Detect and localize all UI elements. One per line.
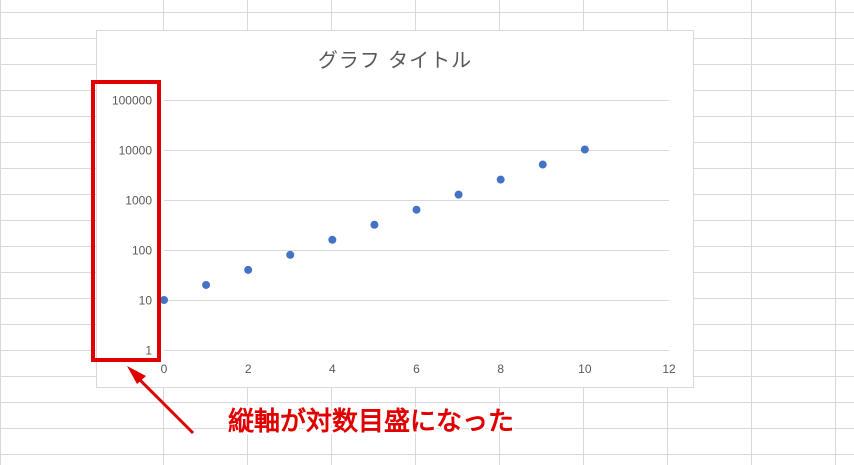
- y-tick-label: 1000: [125, 194, 152, 208]
- data-points: [160, 145, 589, 304]
- data-point[interactable]: [328, 235, 337, 244]
- data-point[interactable]: [538, 160, 547, 169]
- data-point[interactable]: [286, 250, 295, 259]
- x-axis-ticks: 0 2 4 6 8 10 12: [161, 362, 676, 376]
- y-tick-label: 100000: [112, 94, 152, 108]
- x-tick-label: 2: [245, 362, 252, 376]
- y-tick-label: 1: [145, 344, 152, 358]
- y-axis-ticks: 1 10 100 1000 10000 100000: [112, 94, 152, 358]
- annotation-arrow: [127, 366, 195, 435]
- annotation-text: 縦軸が対数目盛になった: [228, 407, 515, 437]
- data-point[interactable]: [160, 296, 168, 304]
- chart-area[interactable]: [96, 30, 694, 388]
- y-tick-label: 10000: [119, 144, 153, 158]
- x-tick-label: 0: [161, 362, 168, 376]
- data-point[interactable]: [496, 175, 505, 184]
- chart-title[interactable]: グラフ タイトル: [317, 48, 473, 72]
- data-point[interactable]: [580, 145, 589, 154]
- plot-gridlines: [164, 100, 669, 351]
- data-point[interactable]: [370, 220, 379, 229]
- y-tick-label: 10: [139, 294, 153, 308]
- x-tick-label: 12: [662, 362, 676, 376]
- axis-highlight-box: [91, 80, 161, 362]
- y-tick-label: 100: [132, 244, 152, 258]
- x-tick-label: 10: [578, 362, 592, 376]
- x-tick-label: 6: [413, 362, 420, 376]
- data-point[interactable]: [454, 190, 463, 199]
- arrow-head: [127, 366, 146, 384]
- x-tick-label: 8: [497, 362, 504, 376]
- data-point[interactable]: [412, 205, 421, 214]
- data-point[interactable]: [202, 280, 211, 289]
- data-point[interactable]: [244, 265, 253, 274]
- arrow-shaft: [131, 371, 195, 435]
- x-tick-label: 4: [329, 362, 336, 376]
